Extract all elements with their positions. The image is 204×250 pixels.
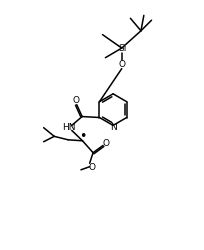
Text: O: O [118, 60, 125, 69]
Text: N: N [109, 123, 116, 132]
Text: O: O [102, 139, 109, 148]
Text: HN: HN [62, 123, 75, 132]
Text: Si: Si [118, 44, 126, 52]
Text: O: O [72, 96, 79, 105]
Text: •: • [79, 130, 86, 143]
Text: O: O [88, 162, 95, 172]
